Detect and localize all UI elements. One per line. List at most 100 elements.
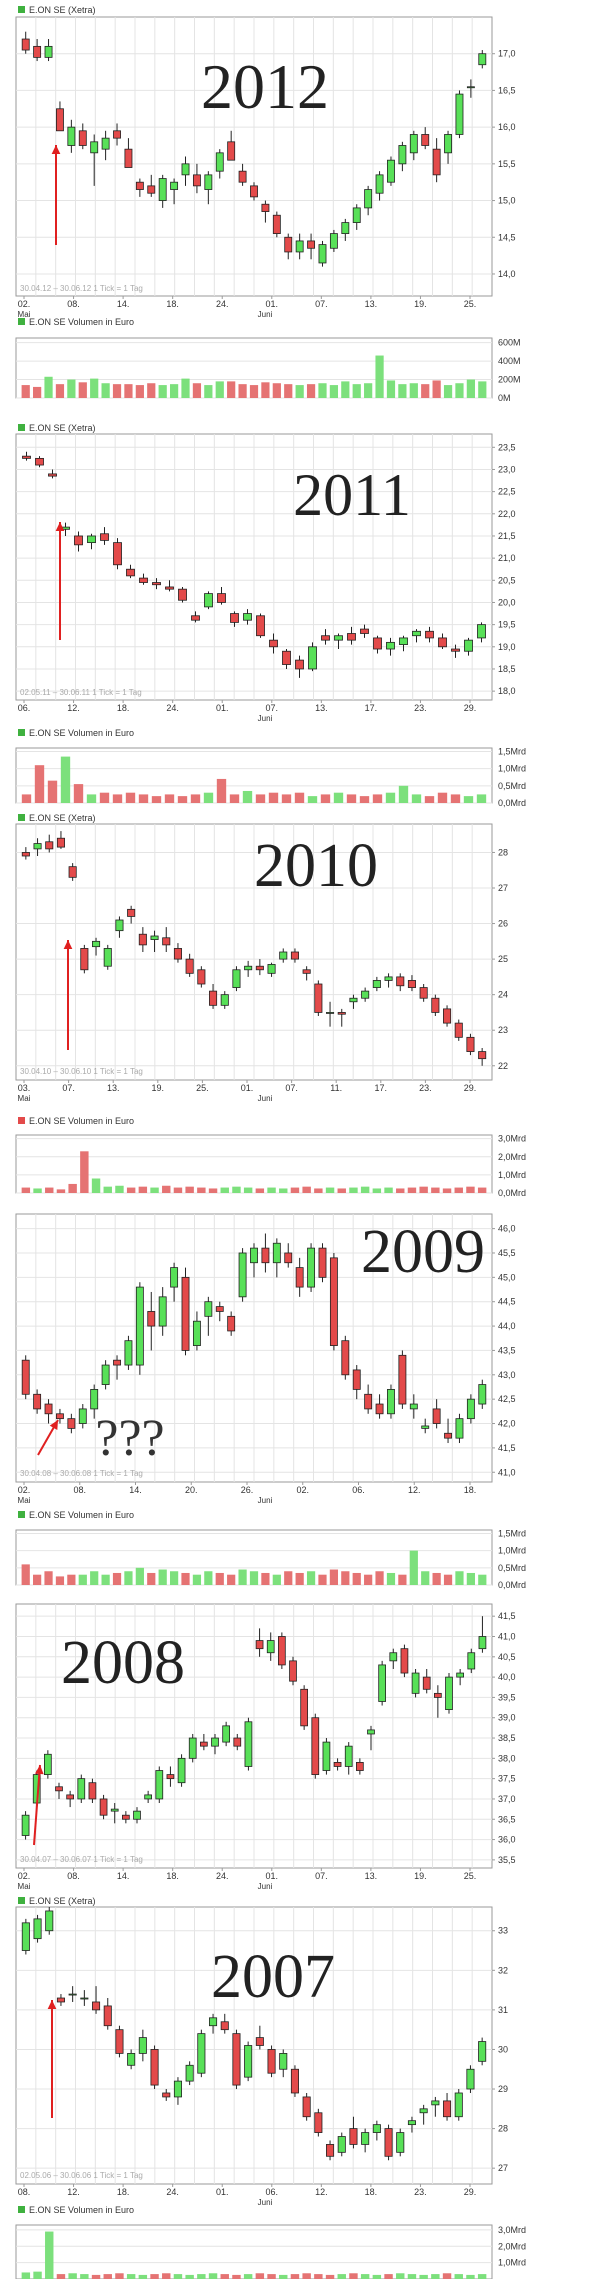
candle-up: [322, 1741, 331, 1771]
volume-bar: [126, 2274, 136, 2279]
volume-bar: [78, 1574, 87, 1585]
x-tick-label: 12.: [408, 1485, 421, 1495]
volume-bar: [398, 785, 409, 803]
y-tick-label: 18,5: [498, 664, 516, 674]
y-tick-label: 19,0: [498, 642, 516, 652]
chart-panel-2010: E.ON SE (Xetra) 22 23 24 25 26 27 28 03. 07. 13. 19…: [15, 813, 526, 1198]
volume-bar: [385, 792, 396, 803]
candle-up: [308, 646, 317, 670]
volume-bar: [329, 1569, 339, 1585]
volume-bar: [268, 792, 279, 803]
volume-tick-label: 0M: [498, 393, 511, 403]
volume-bar: [318, 383, 327, 398]
y-tick-label: 21,5: [498, 531, 516, 541]
volume-bar: [325, 2274, 335, 2279]
candle-down: [256, 615, 265, 637]
candle-up: [279, 951, 288, 960]
candle-down: [124, 148, 133, 168]
candle-up: [87, 535, 96, 544]
candle-down: [230, 613, 239, 623]
candle-up: [21, 1814, 30, 1836]
candle-up: [399, 637, 408, 645]
volume-bar: [158, 1569, 167, 1585]
volume-bar: [333, 792, 344, 803]
candle-down: [432, 148, 441, 176]
volume-bar: [125, 792, 136, 803]
volume-bar: [325, 1187, 335, 1193]
y-tick-label: 36,5: [498, 1814, 516, 1824]
chart-title: E.ON SE (Xetra): [29, 5, 96, 15]
volume-bar: [409, 1550, 418, 1585]
volume-bar: [407, 1187, 417, 1193]
candle-down: [407, 980, 416, 988]
volume-bar: [169, 384, 179, 398]
x-tick-label: 18.: [117, 2187, 130, 2197]
candle-up: [173, 2080, 182, 2098]
candle-up: [204, 593, 213, 608]
volume-bar: [150, 1187, 159, 1193]
chart-panel-2007: E.ON SE (Xetra) 27 28 29 30 31 32 33 08. 12. 18. 24…: [15, 1896, 526, 2280]
x-tick-label: 07.: [266, 703, 279, 713]
y-tick-label: 41,5: [498, 1611, 516, 1621]
volume-bar: [227, 381, 236, 398]
candle-down: [321, 635, 330, 641]
candle-down: [74, 535, 83, 546]
candle-down: [255, 1640, 264, 1650]
candle-up: [266, 1640, 275, 1654]
volume-bar: [386, 380, 396, 398]
y-tick-label: 38,5: [498, 1733, 516, 1743]
volume-tick-label: 3,0Mrd: [498, 2225, 526, 2235]
volume-bar: [101, 1574, 110, 1585]
volume-bar: [67, 1574, 76, 1585]
candle-down: [384, 2128, 393, 2157]
candle-up: [158, 178, 167, 201]
volume-bar: [68, 1183, 77, 1193]
y-tick-label: 42,5: [498, 1394, 516, 1404]
candle-up: [211, 1737, 219, 1747]
red-arrow-head: [63, 940, 73, 950]
x-tick-label: 19.: [414, 299, 427, 309]
candle-down: [233, 1737, 242, 1747]
x-tick-label: 14.: [129, 1485, 142, 1495]
volume-bar: [192, 383, 202, 398]
candle-up: [409, 1403, 418, 1410]
candle-up: [384, 976, 393, 981]
y-tick-label: 32: [498, 1965, 508, 1975]
volume-bar: [138, 1186, 148, 1193]
y-tick-label: 40,0: [498, 1672, 516, 1682]
candle-up: [341, 222, 350, 234]
year-label: 2009: [361, 1218, 485, 1286]
candle-down: [100, 533, 109, 541]
red-arrow-head: [34, 1765, 44, 1775]
volume-tick-label: 2,0Mrd: [498, 1152, 526, 1162]
volume-bar: [432, 380, 441, 398]
volume-bar: [147, 383, 156, 398]
y-tick-label: 22: [498, 1061, 508, 1071]
volume-bar: [267, 2274, 276, 2279]
y-tick-label: 26: [498, 919, 508, 929]
candle-down: [267, 2049, 276, 2074]
candle-down: [215, 1306, 224, 1312]
volume-bar: [419, 1186, 428, 1193]
chart-panel-2008: 35,5 36,0 36,5 37,0 37,5 38,0 38,5 39,0 39,5 40,0…: [15, 1603, 516, 1891]
candle-up: [455, 93, 464, 135]
y-tick-label: 44,5: [498, 1297, 516, 1307]
volume-bar: [384, 1187, 393, 1193]
candle-up: [78, 1408, 87, 1424]
volume-bar: [255, 2273, 265, 2279]
volume-bar: [55, 1576, 65, 1585]
candle-up: [466, 86, 475, 89]
candle-up: [155, 1770, 164, 1800]
y-tick-label: 20,5: [498, 575, 516, 585]
volume-tick-label: 1,0Mrd: [498, 1170, 526, 1180]
volume-bar: [203, 792, 214, 803]
legend-square: [18, 1897, 25, 1904]
candle-up: [250, 1247, 258, 1264]
volume-bar: [33, 2271, 42, 2279]
volume-bar: [67, 379, 76, 398]
y-tick-label: 43,0: [498, 1370, 516, 1380]
candle-up: [80, 1997, 89, 2000]
volume-bar: [290, 2274, 300, 2279]
volume-bar: [56, 2274, 66, 2279]
